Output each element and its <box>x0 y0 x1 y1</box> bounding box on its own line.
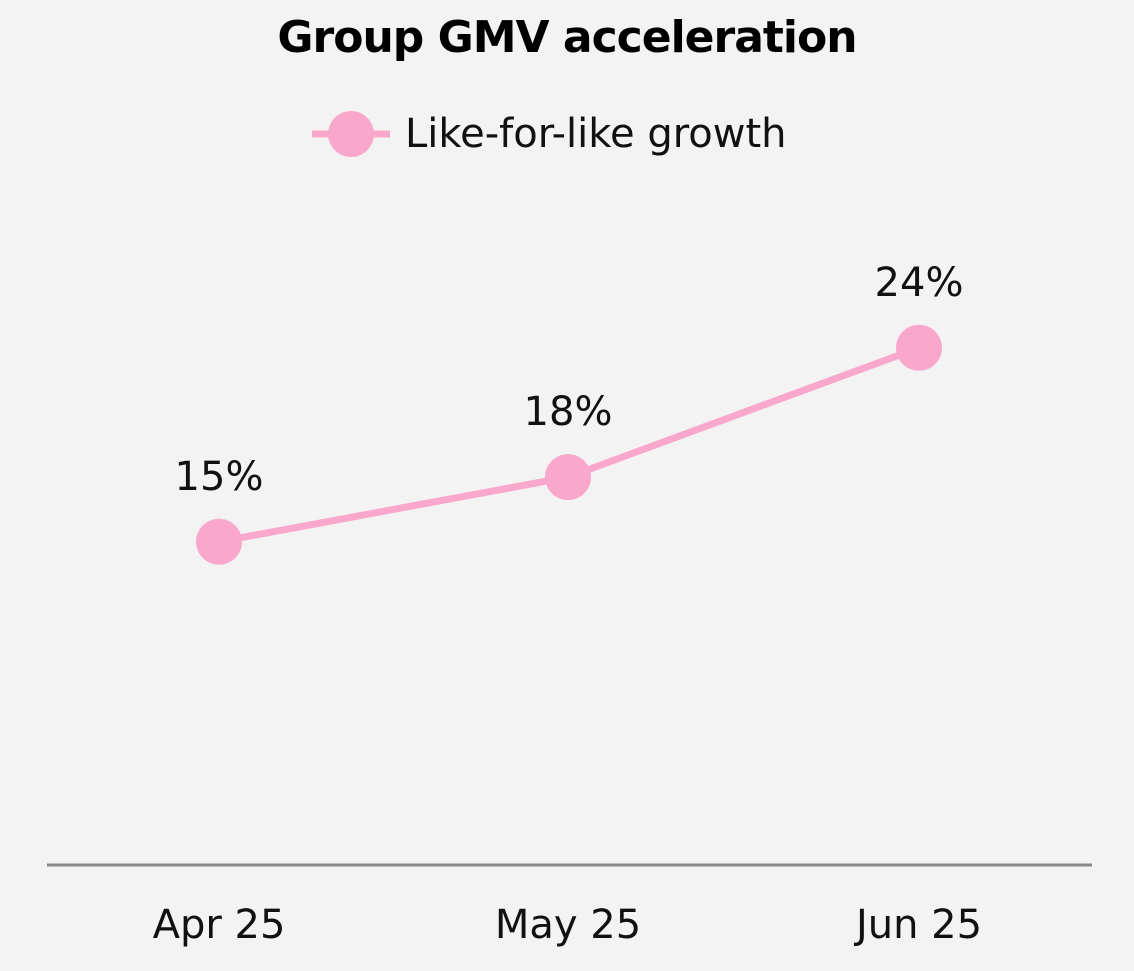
legend-label: Like-for-like growth <box>405 111 787 157</box>
data-label: 24% <box>875 260 964 306</box>
data-label: 18% <box>524 389 613 435</box>
plot-area: 15% 18% 24% Apr 25 May 25 Jun 25 <box>153 260 982 948</box>
data-point <box>545 454 591 501</box>
data-point <box>896 324 942 371</box>
data-label: 15% <box>175 454 264 500</box>
chart-title: Group GMV acceleration <box>277 12 856 63</box>
x-tick-label: Jun 25 <box>853 902 982 948</box>
data-point <box>196 518 242 565</box>
legend-dot-marker <box>328 111 374 157</box>
series-line-segment <box>215 473 572 546</box>
legend: Like-for-like growth <box>312 111 787 157</box>
x-tick-label: Apr 25 <box>153 902 286 948</box>
series-line-segment <box>564 344 923 481</box>
x-tick-label: May 25 <box>495 902 641 948</box>
